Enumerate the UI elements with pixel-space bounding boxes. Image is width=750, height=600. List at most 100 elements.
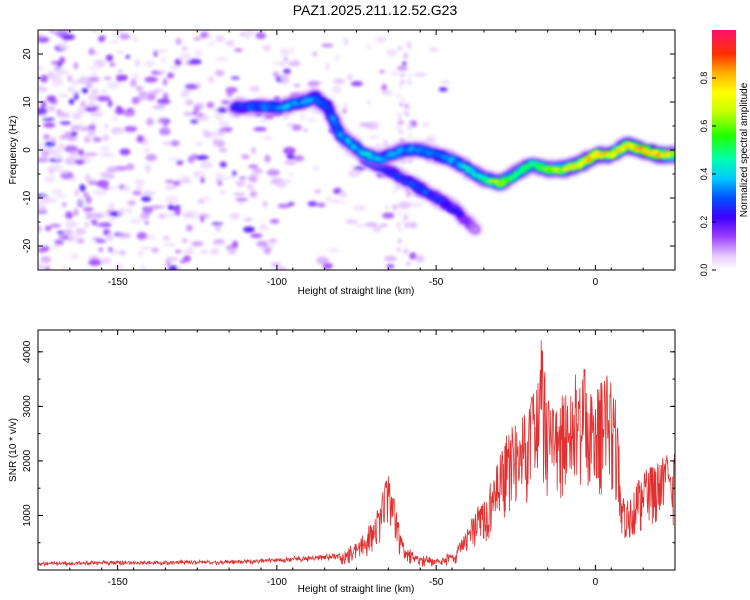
noise-speckle [92,137,102,143]
noise-speckle [183,111,193,116]
noise-speckle [397,239,402,243]
ridge-blob [394,151,402,157]
noise-speckle [391,189,398,193]
noise-speckle [197,199,205,204]
noise-speckle [239,176,247,180]
noise-speckle [396,247,401,252]
noise-speckle [144,60,156,68]
noise-speckle [86,129,96,137]
noise-speckle [85,212,93,220]
noise-speckle [440,79,451,85]
noise-speckle [402,219,407,224]
noise-speckle [403,51,408,56]
noise-speckle [400,97,405,102]
noise-speckle [365,222,378,228]
noise-speckle [38,107,48,115]
noise-speckle [58,135,68,140]
noise-speckle [219,161,227,168]
noise-speckle [83,136,91,143]
noise-speckle [174,58,182,67]
noise-speckle [174,204,181,210]
noise-speckle [84,152,98,157]
noise-speckle [168,265,178,270]
noise-speckle [187,155,195,164]
noise-speckle [55,194,67,199]
noise-speckle [172,181,179,186]
noise-speckle [316,256,329,265]
noise-speckle [117,69,124,73]
noise-speckle [131,73,139,81]
noise-speckle [422,122,429,128]
y-tick-label: -20 [22,238,33,253]
noise-speckle [205,161,212,168]
noise-speckle [221,100,231,105]
noise-speckle [140,264,146,270]
noise-speckle [400,80,405,84]
noise-speckle [165,257,179,262]
noise-speckle [44,141,56,148]
noise-speckle [144,76,158,83]
noise-speckle [396,94,401,99]
noise-speckle [167,157,181,161]
noise-speckle [186,247,194,255]
noise-speckle [307,80,320,87]
noise-speckle [98,35,107,40]
noise-speckle [157,69,167,74]
ridge-blob [405,177,413,183]
noise-speckle [349,164,355,168]
noise-speckle [162,141,172,146]
noise-speckle [193,36,201,41]
noise-speckle [70,126,81,130]
noise-speckle [93,59,107,66]
noise-speckle [199,249,209,255]
y-tick-label: 20 [22,48,33,60]
noise-speckle [384,255,397,262]
noise-speckle [46,95,57,102]
noise-speckle [235,198,248,202]
noise-speckle [284,160,297,165]
noise-speckle [206,35,212,39]
colorbar: 0.0 0.2 0.4 0.6 0.8 Normalized spectral ampl… [699,30,750,276]
noise-speckle [147,94,156,101]
noise-speckle [403,110,408,114]
noise-speckle [153,89,163,93]
noise-speckle [61,201,67,208]
noise-speckle [312,165,320,171]
noise-speckle [151,247,159,253]
noise-speckle [212,138,218,146]
noise-speckle [164,195,179,204]
noise-speckle [219,189,226,195]
noise-speckle [167,206,176,211]
noise-speckle [288,172,295,176]
noise-speckle [57,230,65,235]
noise-speckle [328,198,342,204]
noise-speckle [176,160,184,166]
noise-speckle [67,74,73,83]
noise-speckle [58,142,64,148]
noise-speckle [90,111,104,118]
noise-speckle [85,196,92,204]
noise-speckle [55,109,63,114]
noise-speckle [269,243,275,248]
noise-speckle [49,30,56,34]
noise-speckle [87,94,98,102]
noise-speckle [215,224,222,232]
y-tick-label: 2000 [22,449,33,472]
noise-speckle [341,200,347,204]
noise-speckle [396,222,401,227]
noise-speckle [129,218,142,224]
noise-speckle [98,247,104,252]
noise-speckle [114,130,124,134]
noise-speckle [44,225,52,231]
noise-speckle [126,107,135,114]
noise-speckle [269,219,280,224]
noise-speckle [274,267,288,270]
noise-speckle [174,208,181,216]
noise-speckle [68,98,75,105]
noise-speckle [415,254,425,263]
noise-speckle [342,108,347,114]
noise-speckle [91,72,98,76]
noise-speckle [48,73,62,80]
x-tick-label: -150 [108,277,128,288]
noise-speckle [38,247,46,253]
